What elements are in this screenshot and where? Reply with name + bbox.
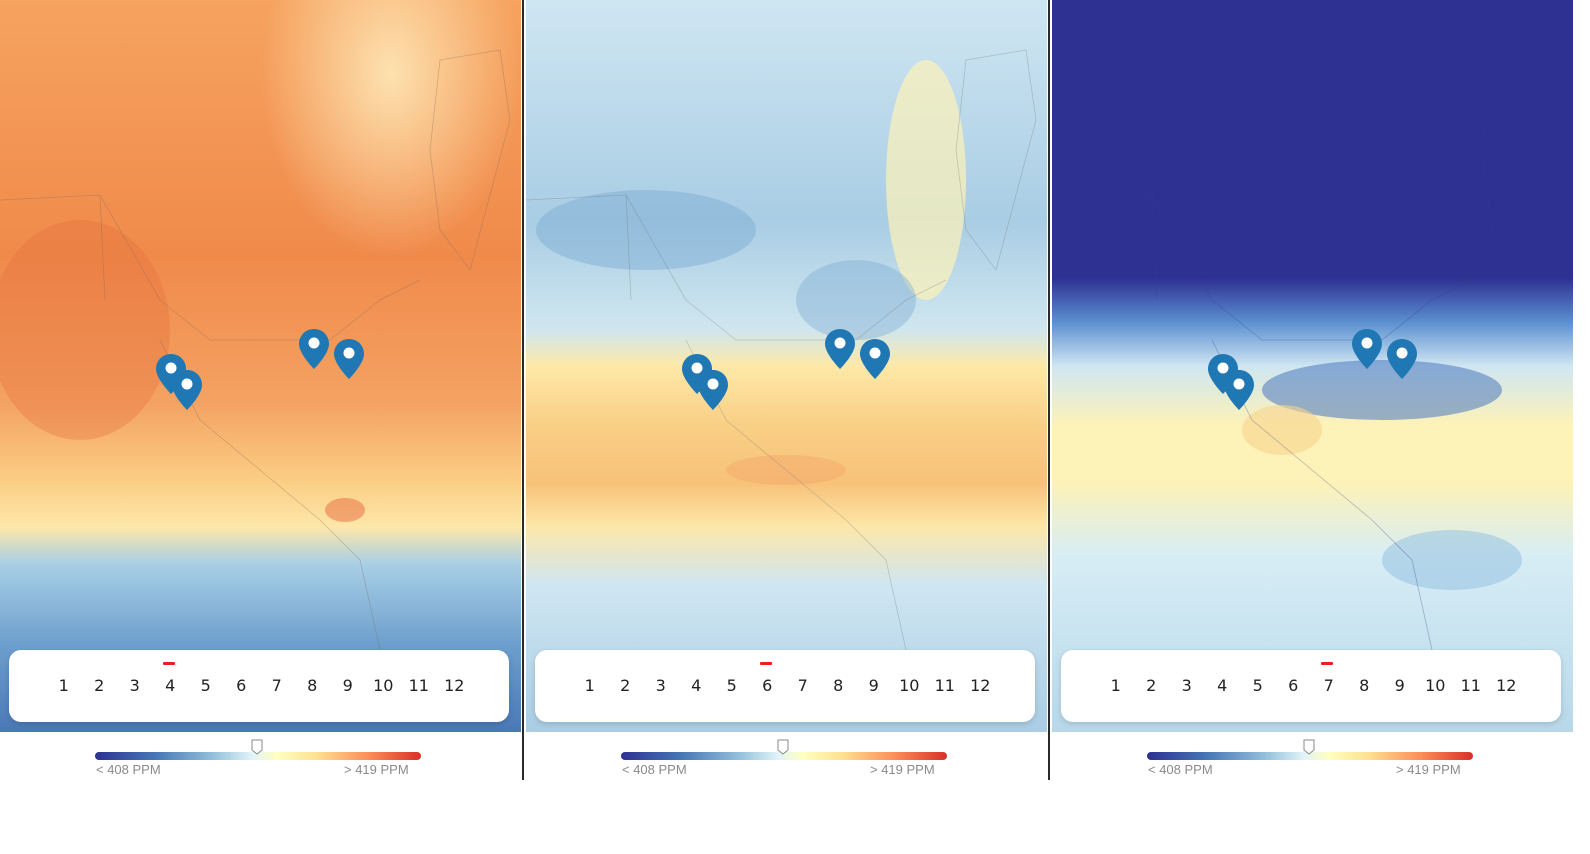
legend-low-label: < 408 PPM (96, 762, 161, 777)
map-pin-icon[interactable] (1385, 337, 1419, 381)
month-option[interactable]: 6 (236, 676, 247, 695)
map-pin-icon[interactable] (297, 327, 331, 371)
legend-low-label: < 408 PPM (1148, 762, 1213, 777)
month-option[interactable]: 7 (1323, 676, 1334, 695)
month-option[interactable]: 12 (970, 676, 991, 695)
selected-month-marker (760, 662, 772, 665)
co2-heatmap[interactable] (0, 0, 521, 732)
legend-high-label: > 419 PPM (344, 762, 409, 777)
month-option[interactable]: 8 (1359, 676, 1370, 695)
map-pin-icon[interactable] (170, 368, 204, 412)
month-option[interactable]: 2 (94, 676, 105, 695)
month-selector: 1 2 3 4 5 6 7 8 9 10 11 12 (9, 650, 509, 722)
month-selector: 1 2 3 4 5 6 7 8 9 10 11 12 (535, 650, 1035, 722)
month-option[interactable]: 11 (934, 676, 955, 695)
month-option[interactable]: 8 (307, 676, 318, 695)
month-option[interactable]: 4 (1217, 676, 1228, 695)
map-pin-icon[interactable] (1350, 327, 1384, 371)
month-list: 1 2 3 4 5 6 7 8 9 10 11 12 (572, 676, 998, 695)
panel-divider (522, 0, 524, 780)
month-option[interactable]: 9 (342, 676, 353, 695)
month-option[interactable]: 6 (762, 676, 773, 695)
month-option[interactable]: 3 (129, 676, 140, 695)
month-option[interactable]: 5 (1252, 676, 1263, 695)
month-option[interactable]: 3 (655, 676, 666, 695)
color-legend: < 408 PPM > 419 PPM (0, 732, 521, 780)
map-pin-icon[interactable] (1222, 368, 1256, 412)
map-panel-july: 1 2 3 4 5 6 7 8 9 10 11 12 < 408 PPM > 4… (1052, 0, 1573, 780)
map-pin-icon[interactable] (332, 337, 366, 381)
month-option[interactable]: 6 (1288, 676, 1299, 695)
month-option[interactable]: 9 (868, 676, 879, 695)
month-option[interactable]: 1 (58, 676, 69, 695)
selected-month-marker (1321, 662, 1333, 665)
co2-heatmap-svg (526, 0, 1047, 732)
month-option[interactable]: 2 (1146, 676, 1157, 695)
month-option[interactable]: 5 (726, 676, 737, 695)
month-option[interactable]: 11 (408, 676, 429, 695)
legend-color-scale (95, 752, 421, 760)
month-selector: 1 2 3 4 5 6 7 8 9 10 11 12 (1061, 650, 1561, 722)
color-legend: < 408 PPM > 419 PPM (1052, 732, 1573, 780)
co2-heatmap[interactable] (526, 0, 1047, 732)
map-panel-april: 1 2 3 4 5 6 7 8 9 10 11 12 < 408 PPM > 4… (0, 0, 521, 780)
color-legend: < 408 PPM > 419 PPM (526, 732, 1047, 780)
panel-divider (1048, 0, 1050, 780)
month-option[interactable]: 5 (200, 676, 211, 695)
co2-heatmap-svg (0, 0, 521, 732)
month-option[interactable]: 11 (1460, 676, 1481, 695)
month-option[interactable]: 7 (797, 676, 808, 695)
month-option[interactable]: 3 (1181, 676, 1192, 695)
month-option[interactable]: 9 (1394, 676, 1405, 695)
month-option[interactable]: 12 (1496, 676, 1517, 695)
month-option[interactable]: 4 (691, 676, 702, 695)
co2-heatmap-svg (1052, 0, 1573, 732)
month-option[interactable]: 10 (373, 676, 394, 695)
month-option[interactable]: 10 (1425, 676, 1446, 695)
legend-slider-thumb-icon[interactable] (777, 739, 789, 755)
legend-color-scale (1147, 752, 1473, 760)
month-list: 1 2 3 4 5 6 7 8 9 10 11 12 (1098, 676, 1524, 695)
month-option[interactable]: 1 (1110, 676, 1121, 695)
legend-low-label: < 408 PPM (622, 762, 687, 777)
month-option[interactable]: 8 (833, 676, 844, 695)
map-pin-icon[interactable] (696, 368, 730, 412)
map-panel-june: 1 2 3 4 5 6 7 8 9 10 11 12 < 408 PPM > 4… (526, 0, 1047, 780)
month-list: 1 2 3 4 5 6 7 8 9 10 11 12 (46, 676, 472, 695)
legend-high-label: > 419 PPM (1396, 762, 1461, 777)
month-option[interactable]: 7 (271, 676, 282, 695)
month-option[interactable]: 10 (899, 676, 920, 695)
map-pin-icon[interactable] (823, 327, 857, 371)
legend-slider-thumb-icon[interactable] (251, 739, 263, 755)
legend-color-scale (621, 752, 947, 760)
selected-month-marker (163, 662, 175, 665)
month-option[interactable]: 2 (620, 676, 631, 695)
month-option[interactable]: 4 (165, 676, 176, 695)
month-option[interactable]: 12 (444, 676, 465, 695)
co2-heatmap[interactable] (1052, 0, 1573, 732)
month-option[interactable]: 1 (584, 676, 595, 695)
legend-high-label: > 419 PPM (870, 762, 935, 777)
legend-slider-thumb-icon[interactable] (1303, 739, 1315, 755)
map-pin-icon[interactable] (858, 337, 892, 381)
